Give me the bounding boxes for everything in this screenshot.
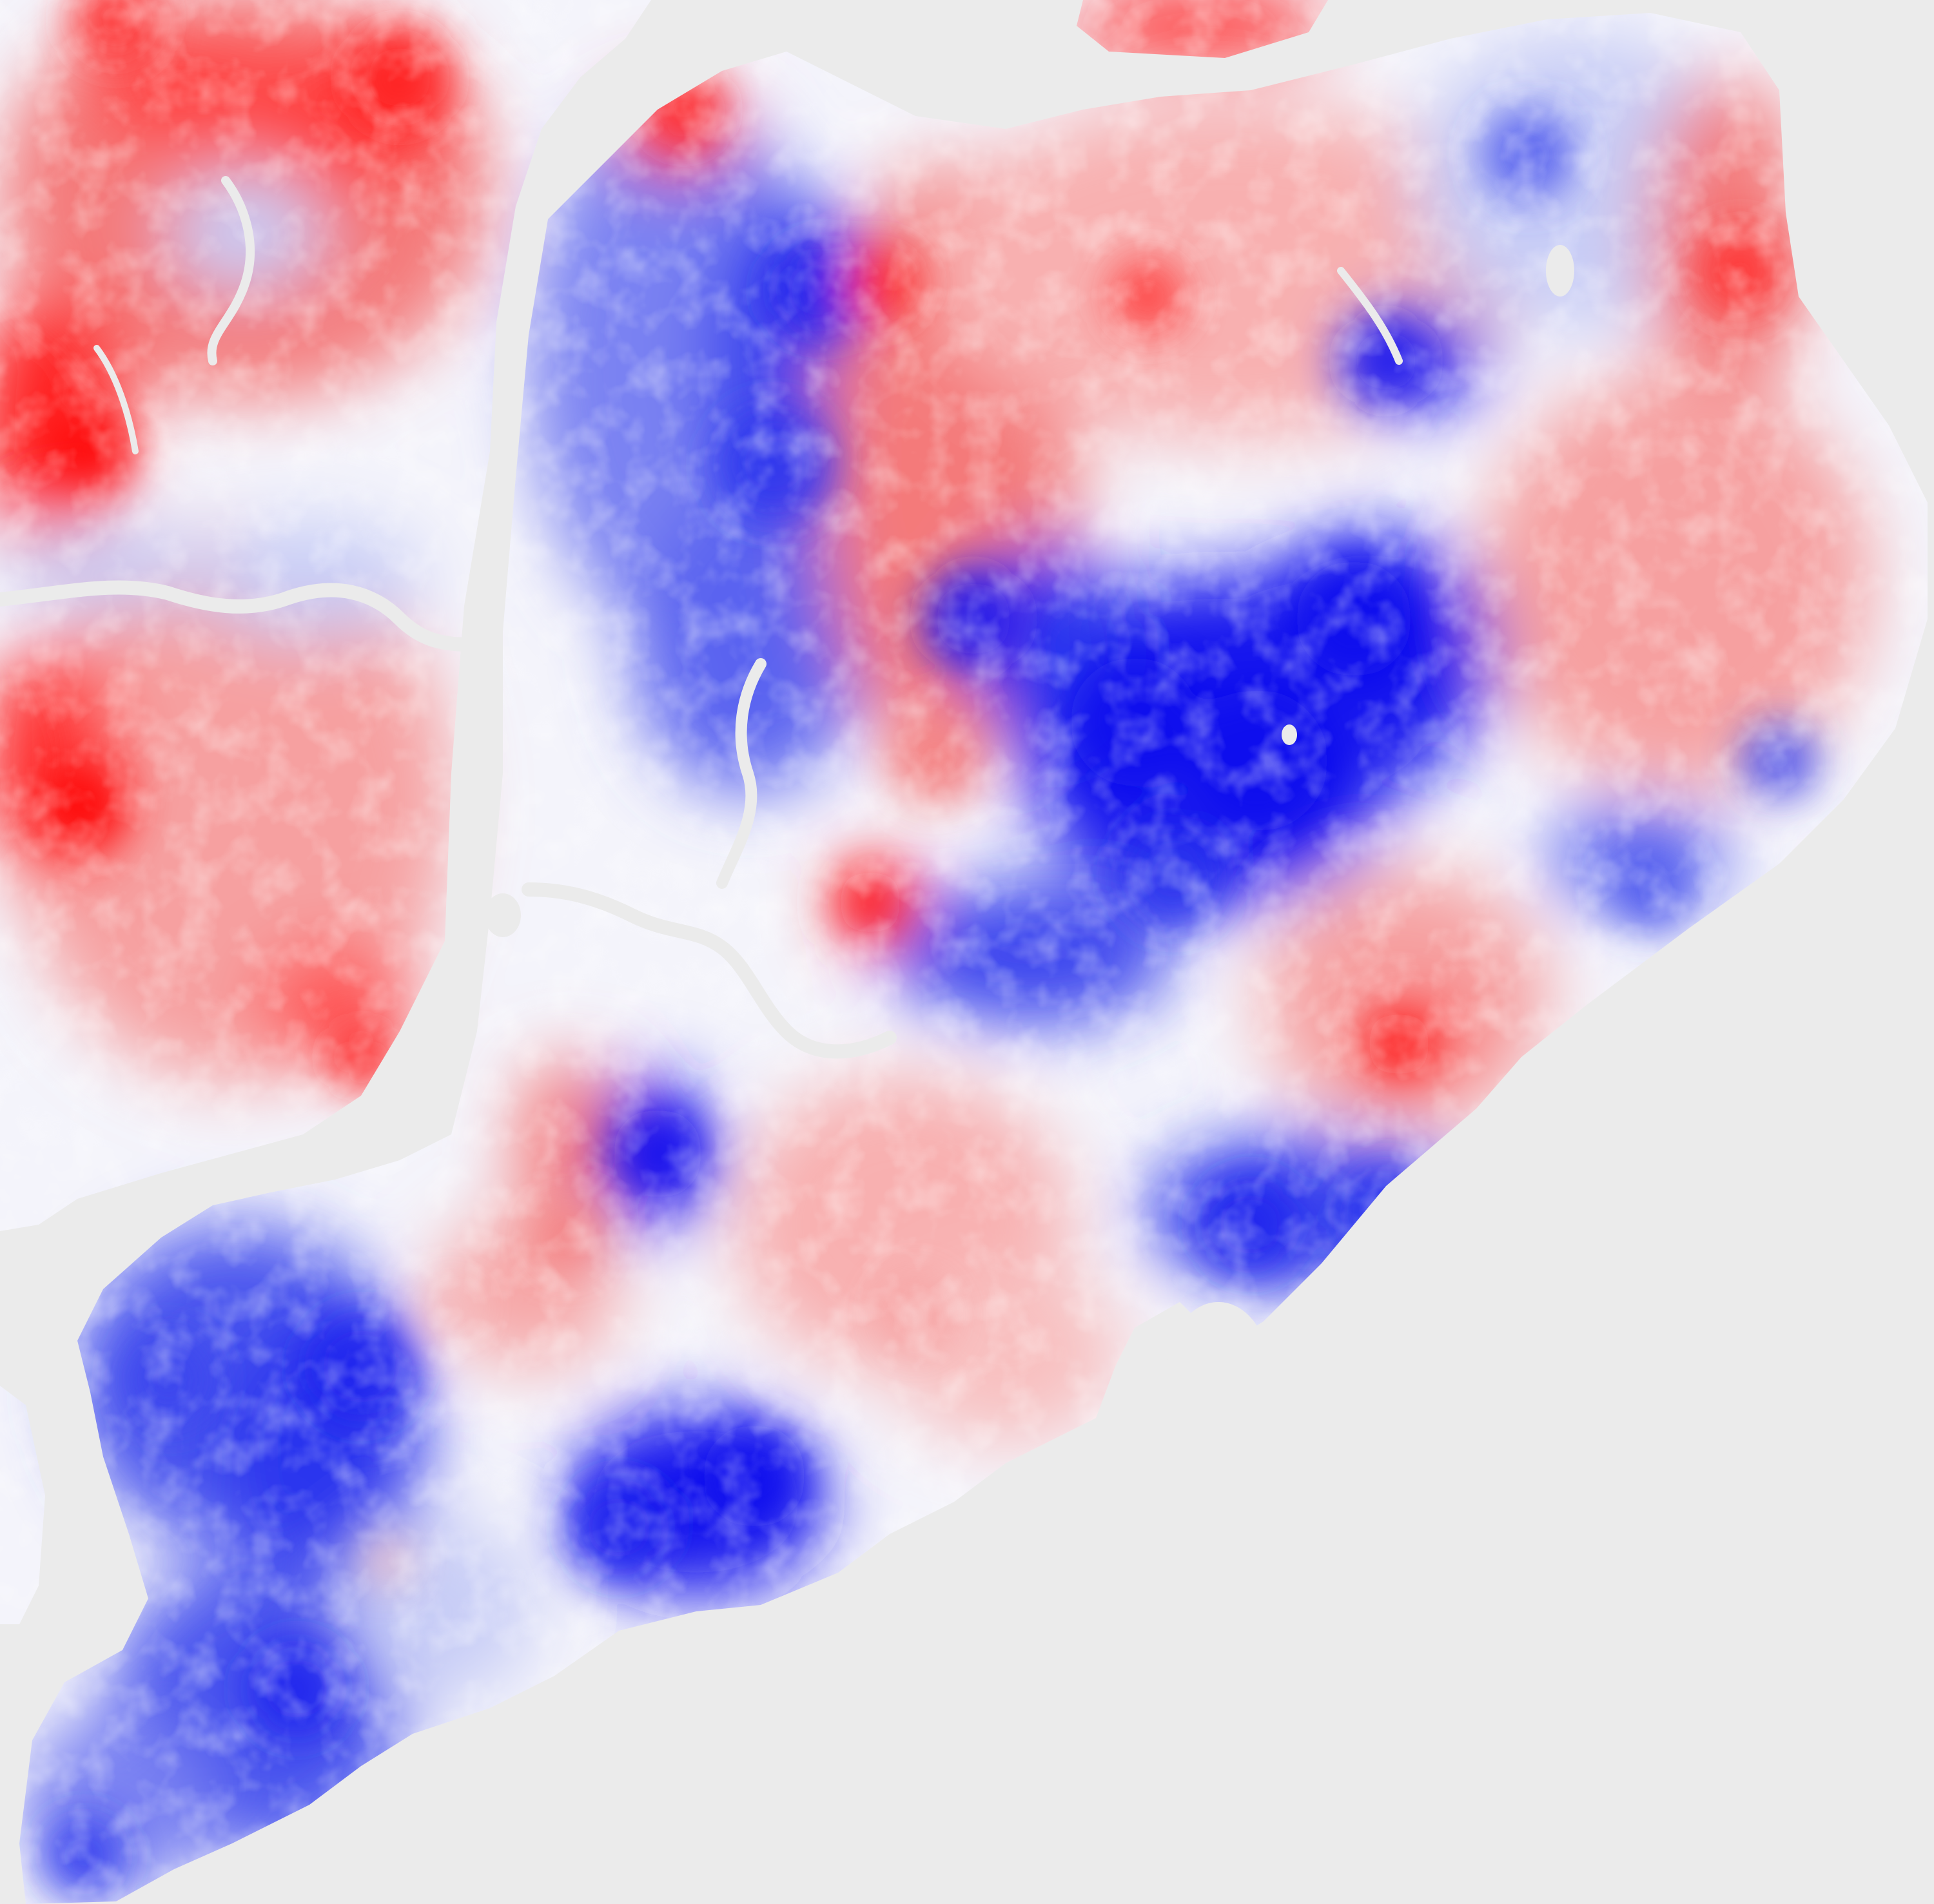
water-bodies [485, 245, 1574, 1444]
water-channels [0, 176, 1403, 1059]
